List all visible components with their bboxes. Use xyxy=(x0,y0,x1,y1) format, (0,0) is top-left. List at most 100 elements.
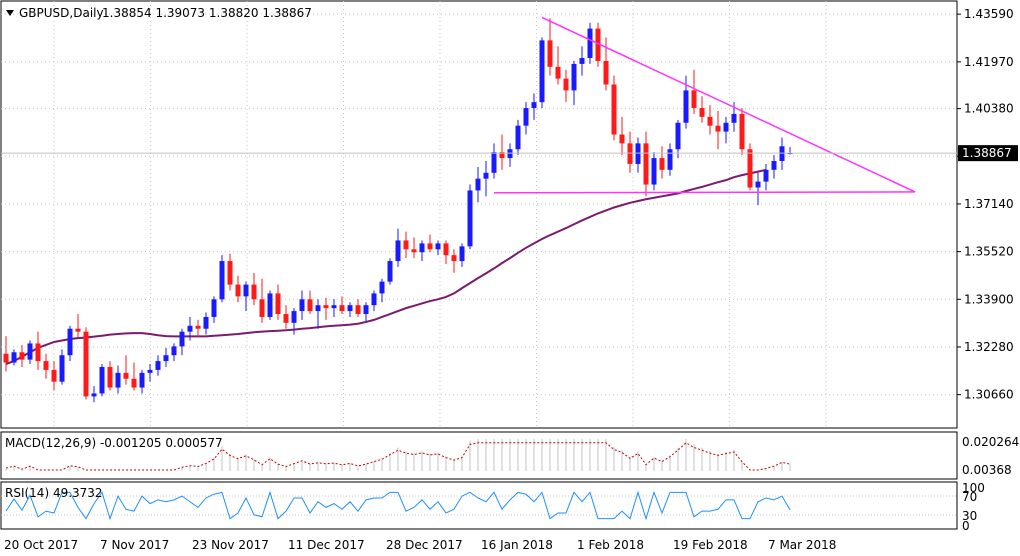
price-pane-frame xyxy=(0,0,958,429)
candle-body xyxy=(467,190,473,247)
candle-body xyxy=(347,305,353,312)
candle-body xyxy=(763,169,769,182)
candle-body xyxy=(299,299,305,312)
candle-body xyxy=(259,299,265,317)
rsi-axis-30: 30 xyxy=(962,509,977,523)
candle-body xyxy=(339,305,345,312)
candle-body xyxy=(563,78,569,91)
candle-body xyxy=(43,361,49,370)
candle-body xyxy=(323,305,329,309)
rsi-axis-70: 70 xyxy=(962,490,977,504)
candle-body xyxy=(291,311,297,323)
candle-body xyxy=(515,125,521,150)
candle-body xyxy=(611,84,617,135)
rsi-label: RSI(14) 49.3732 xyxy=(5,486,103,500)
macd-label: MACD(12,26,9) -0.001205 0.000577 xyxy=(5,436,223,450)
candle-body xyxy=(539,40,545,103)
candle-body xyxy=(387,261,393,282)
price-tick-label: 1.30660 xyxy=(964,388,1014,402)
candle-body xyxy=(115,372,121,388)
candle-body xyxy=(475,178,481,191)
candle-body xyxy=(27,343,33,360)
candle-body xyxy=(171,346,177,356)
candle-body xyxy=(331,305,337,309)
candle-body xyxy=(555,66,561,79)
candle-body xyxy=(235,284,241,297)
ohlc-values: 1.38854 1.39073 1.38820 1.38867 xyxy=(102,6,312,20)
candle-body xyxy=(227,261,233,285)
time-axis-label: 23 Nov 2017 xyxy=(192,538,269,552)
candle-body xyxy=(747,149,753,188)
candles-layer xyxy=(3,18,793,403)
candle-body xyxy=(507,149,513,159)
price-tick-label: 1.40380 xyxy=(964,102,1014,116)
macd-axis-top: 0.020264 xyxy=(962,435,1019,449)
candle-body xyxy=(307,299,313,312)
candle-body xyxy=(627,143,633,164)
candle-body xyxy=(531,102,537,109)
rsi-axis-100: 100 xyxy=(962,481,985,495)
main-price-pane[interactable]: GBPUSD,Daily 1.38854 1.39073 1.38820 1.3… xyxy=(0,0,958,429)
time-axis-label: 28 Dec 2017 xyxy=(386,538,463,552)
candle-body xyxy=(779,146,785,162)
candle-body xyxy=(723,122,729,132)
time-axis-label: 1 Feb 2018 xyxy=(577,538,644,552)
candle-body xyxy=(283,314,289,323)
rsi-axis-0: 0 xyxy=(962,519,970,533)
candle-body xyxy=(755,181,761,188)
candle-body xyxy=(11,352,17,363)
macd-pane[interactable]: MACD(12,26,9) -0.001205 0.000577 0.02026… xyxy=(0,431,1019,480)
candle-body xyxy=(139,372,145,388)
candle-body xyxy=(403,240,409,250)
rsi-pane[interactable]: RSI(14) 49.3732 100 70 30 0 xyxy=(0,481,985,533)
candle-body xyxy=(771,161,777,170)
candle-body xyxy=(131,378,137,388)
collapse-triangle-icon[interactable] xyxy=(6,10,14,16)
candle-body xyxy=(67,328,73,356)
time-axis-label: 7 Mar 2018 xyxy=(768,538,836,552)
price-tick-label: 1.32280 xyxy=(964,340,1014,354)
candle-body xyxy=(571,63,577,91)
price-gridlines xyxy=(1,1,957,428)
candle-body xyxy=(355,305,361,315)
candle-body xyxy=(427,243,433,250)
candle-body xyxy=(731,113,737,123)
candle-body xyxy=(195,325,201,329)
candle-body xyxy=(667,149,673,170)
candle-body xyxy=(155,361,161,370)
candle-body xyxy=(91,393,97,397)
price-tick-label: 1.33900 xyxy=(964,292,1014,306)
candle-body xyxy=(75,328,81,332)
candle-body xyxy=(19,352,25,360)
macd-pane-frame xyxy=(0,431,958,480)
candle-body xyxy=(483,172,489,179)
candle-body xyxy=(211,299,217,317)
candle-body xyxy=(363,305,369,315)
candle-body xyxy=(603,60,609,85)
chart-header: GBPUSD,Daily 1.38854 1.39073 1.38820 1.3… xyxy=(6,6,312,20)
candle-body xyxy=(251,284,257,300)
candle-body xyxy=(651,158,657,185)
candle-body xyxy=(491,152,497,173)
candle-body xyxy=(587,28,593,59)
time-axis: 20 Oct 2017 7 Nov 2017 23 Nov 2017 11 Dec 2… xyxy=(4,538,836,552)
candle-body xyxy=(275,293,281,315)
candle-body xyxy=(523,108,529,126)
candle-body xyxy=(203,316,209,329)
price-tick-label: 1.35520 xyxy=(964,245,1014,259)
candle-body xyxy=(451,255,457,262)
candle-body xyxy=(59,355,65,382)
price-tick-label: 1.43590 xyxy=(964,7,1014,21)
candle-body xyxy=(619,134,625,144)
candle-body xyxy=(99,366,105,394)
candle-body xyxy=(371,293,377,306)
moving-average-line xyxy=(5,168,767,365)
candle-body xyxy=(635,143,641,164)
moving-average-layer xyxy=(5,168,767,365)
price-tick-label: 1.41970 xyxy=(964,55,1014,69)
candle-body xyxy=(379,281,385,294)
candle-body xyxy=(267,293,273,317)
candle-body xyxy=(315,305,321,312)
time-axis-label: 16 Jan 2018 xyxy=(481,538,553,552)
